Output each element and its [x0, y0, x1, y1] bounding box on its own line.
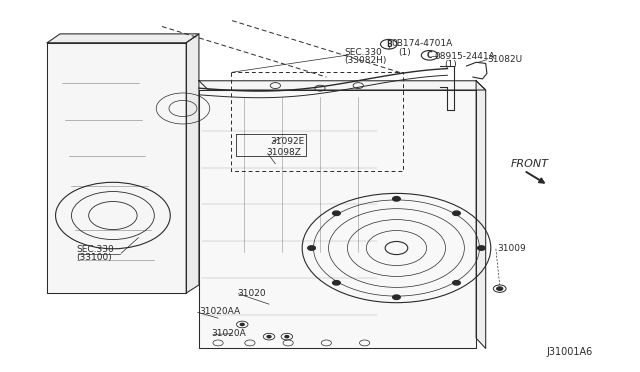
Polygon shape: [186, 34, 199, 293]
Text: FRONT: FRONT: [511, 159, 549, 169]
Circle shape: [477, 246, 485, 250]
Text: J31001A6: J31001A6: [547, 347, 593, 357]
Circle shape: [497, 287, 503, 291]
Circle shape: [452, 280, 460, 285]
Text: 31020A: 31020A: [212, 329, 246, 338]
Circle shape: [333, 280, 340, 285]
Text: 31020AA: 31020AA: [199, 307, 240, 316]
Text: 31020: 31020: [237, 289, 266, 298]
Circle shape: [393, 295, 400, 299]
Text: SEC.330: SEC.330: [77, 245, 115, 254]
Polygon shape: [199, 81, 486, 90]
Circle shape: [267, 336, 271, 338]
Text: 0B174-4701A: 0B174-4701A: [392, 39, 452, 48]
Text: (1): (1): [444, 60, 457, 69]
Text: 31098Z: 31098Z: [266, 148, 301, 157]
Text: 31092E: 31092E: [270, 137, 305, 146]
Polygon shape: [476, 81, 486, 349]
Circle shape: [333, 211, 340, 215]
Text: 31082U: 31082U: [487, 55, 522, 64]
Circle shape: [393, 197, 400, 201]
Text: SEC.330: SEC.330: [344, 48, 382, 57]
Text: (33082H): (33082H): [344, 56, 387, 65]
Text: 31009: 31009: [497, 244, 526, 253]
Text: 08915-2441A: 08915-2441A: [435, 52, 495, 61]
Polygon shape: [199, 90, 476, 349]
Polygon shape: [47, 34, 199, 43]
Text: C: C: [427, 51, 433, 60]
Polygon shape: [47, 43, 186, 293]
Circle shape: [285, 336, 289, 338]
Circle shape: [308, 246, 316, 250]
Text: (1): (1): [398, 48, 411, 57]
Circle shape: [241, 323, 244, 326]
Text: B: B: [386, 40, 392, 49]
Circle shape: [452, 211, 460, 215]
Text: (33100): (33100): [77, 253, 113, 262]
